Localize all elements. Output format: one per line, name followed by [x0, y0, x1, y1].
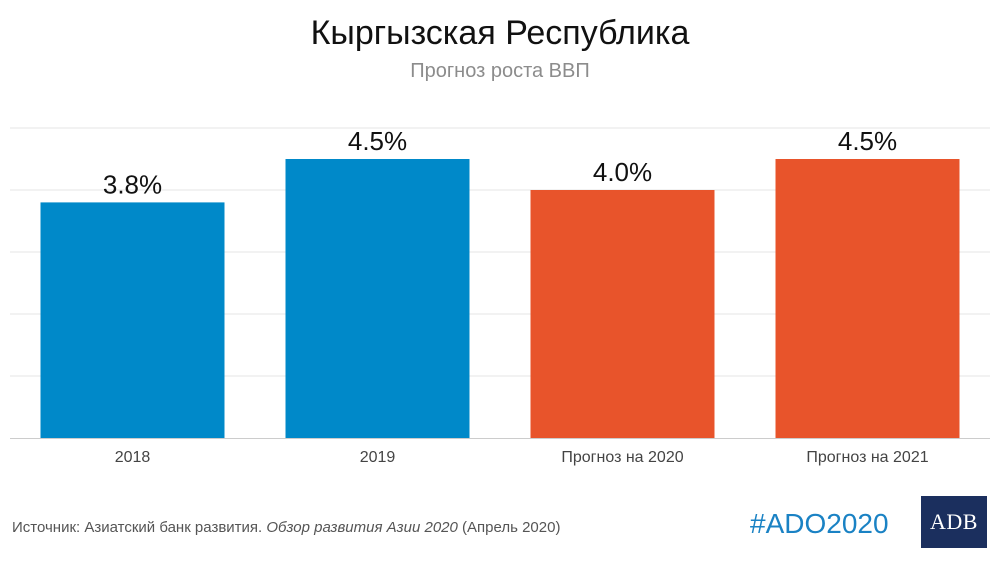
data-label: 4.5% — [838, 126, 897, 156]
x-tick-label: Прогноз на 2021 — [806, 449, 928, 466]
chart-title: Кыргызская Республика — [310, 14, 690, 52]
chart-subtitle: Прогноз роста ВВП — [410, 60, 590, 82]
bar — [530, 190, 715, 438]
adb-logo: ADB — [921, 496, 987, 548]
bar — [775, 159, 960, 438]
source-note: Источник: Азиатский банк развития. Обзор… — [12, 519, 560, 536]
data-label: 4.0% — [593, 157, 652, 187]
source-prefix: Источник: Азиатский банк развития. — [12, 519, 267, 536]
bar — [40, 202, 225, 438]
data-label: 3.8% — [103, 169, 162, 199]
bar — [285, 159, 470, 438]
source-publication: Обзор развития Азии 2020 — [266, 519, 458, 536]
data-label: 4.5% — [348, 126, 407, 156]
x-tick-label: 2019 — [360, 449, 396, 466]
hashtag: #ADO2020 — [750, 508, 889, 539]
x-tick-label: 2018 — [115, 449, 151, 466]
source-suffix: (Апрель 2020) — [457, 519, 561, 536]
x-tick-label: Прогноз на 2020 — [561, 449, 683, 466]
